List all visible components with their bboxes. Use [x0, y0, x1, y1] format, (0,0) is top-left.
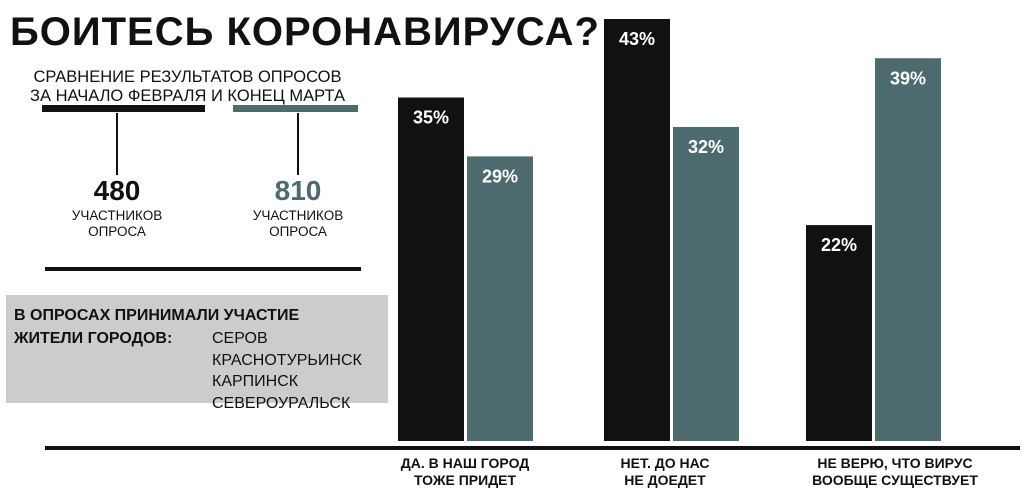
info-city-list: СЕРОВ КРАСНОТУРЬИНСК КАРПИНСК СЕВЕРОУРАЛ… — [212, 328, 362, 414]
category-label-yes: ДА. В НАШ ГОРОД ТОЖЕ ПРИДЕТ — [365, 455, 565, 489]
info-box — [6, 295, 388, 403]
info-heading: В ОПРОСАХ ПРИНИМАЛИ УЧАСТИЕ ЖИТЕЛИ ГОРОД… — [14, 304, 384, 350]
info-heading-line-1: В ОПРОСАХ ПРИНИМАЛИ УЧАСТИЕ — [14, 307, 300, 324]
city-item: СЕВЕРОУРАЛЬСК — [212, 394, 351, 412]
bar-value-label: 22% — [821, 235, 857, 255]
legend-swatch-first-survey — [42, 105, 205, 112]
category-label-line: ВООБЩЕ СУЩЕСТВУЕТ — [812, 472, 978, 488]
legend-label-first: УЧАСТНИКОВ ОПРОСА — [37, 208, 197, 240]
city-item: КРАСНОТУРЬИНСК — [212, 351, 362, 369]
legend-count-first: 480 — [93, 175, 141, 206]
legend-connector-second — [297, 113, 299, 175]
legend-connector-first — [116, 113, 118, 175]
category-label-no: НЕТ. ДО НАС НЕ ДОЕДЕТ — [580, 455, 750, 489]
chart-title: БОИТЕСЬ КОРОНАВИРУСА? — [10, 10, 600, 54]
category-label-line: НЕ ВЕРЮ, ЧТО ВИРУС — [817, 455, 973, 471]
bar-series2-1 — [467, 156, 533, 441]
x-axis-line — [45, 446, 1020, 450]
bar-series1-1 — [398, 97, 464, 441]
legend-divider — [45, 267, 361, 271]
legend-label-second-line-2: ОПРОСА — [269, 224, 327, 239]
bar-value-label: 29% — [482, 166, 518, 186]
chart-subtitle: СРАВНЕНИЕ РЕЗУЛЬТАТОВ ОПРОСОВ ЗА НАЧАЛО … — [10, 68, 365, 106]
legend-label-first-line-1: УЧАСТНИКОВ — [71, 208, 163, 223]
city-item: СЕРОВ — [212, 330, 268, 347]
category-label-line: ТОЖЕ ПРИДЕТ — [413, 472, 517, 488]
bar-series1-3 — [806, 225, 872, 441]
category-label-line: НЕ ДОЕДЕТ — [624, 472, 706, 488]
legend-label-second-line-1: УЧАСТНИКОВ — [252, 208, 344, 223]
subtitle-line-2: ЗА НАЧАЛО ФЕВРАЛЯ И КОНЕЦ МАРТА — [30, 87, 345, 105]
legend-label-second: УЧАСТНИКОВ ОПРОСА — [218, 208, 378, 240]
subtitle-line-1: СРАВНЕНИЕ РЕЗУЛЬТАТОВ ОПРОСОВ — [33, 68, 342, 86]
category-label-dont-believe: НЕ ВЕРЮ, ЧТО ВИРУС ВООБЩЕ СУЩЕСТВУЕТ — [790, 455, 1000, 489]
legend-count-second: 810 — [274, 175, 322, 206]
bar-series2-2 — [673, 126, 739, 441]
bar-value-label: 32% — [688, 137, 724, 157]
city-item: КАРПИНСК — [212, 373, 299, 390]
bar-series2-3 — [875, 58, 941, 442]
category-label-line: ДА. В НАШ ГОРОД — [400, 455, 530, 471]
legend-label-first-line-2: ОПРОСА — [88, 224, 146, 239]
bar-value-label: 39% — [890, 68, 926, 88]
bar-value-label: 43% — [619, 29, 655, 49]
bar-value-label: 35% — [413, 108, 449, 128]
info-heading-line-2: ЖИТЕЛИ ГОРОДОВ: — [14, 330, 173, 347]
bar-series1-2 — [604, 19, 670, 441]
category-label-line: НЕТ. ДО НАС — [620, 455, 710, 471]
legend-swatch-second-survey — [233, 105, 358, 112]
